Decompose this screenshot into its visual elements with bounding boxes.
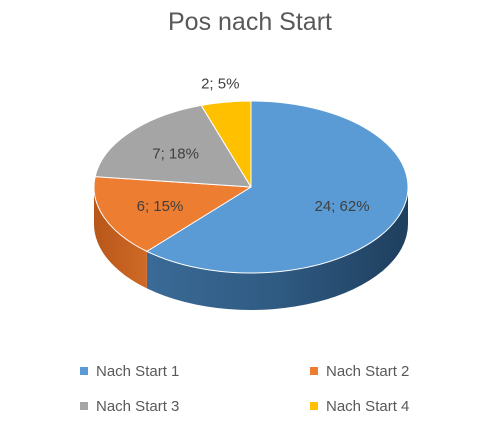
chart-title: Pos nach Start xyxy=(168,8,332,36)
legend-item-4[interactable]: Nach Start 4 xyxy=(310,396,409,416)
data-labels: 24; 62% 6; 15% 7; 18% 2; 5% xyxy=(137,75,370,214)
legend-swatch-4 xyxy=(310,402,318,410)
pie-sides xyxy=(94,187,408,310)
data-label-4: 2; 5% xyxy=(201,75,239,92)
pie-slice-4[interactable] xyxy=(200,100,252,188)
legend-label-4: Nach Start 4 xyxy=(326,397,410,415)
legend-label-3: Nach Start 3 xyxy=(96,397,180,415)
data-label-2: 6; 15% xyxy=(137,198,184,215)
legend-item-3[interactable]: Nach Start 3 xyxy=(80,396,179,416)
pie-slice-1[interactable] xyxy=(146,100,409,274)
data-label-3: 7; 18% xyxy=(152,145,199,162)
legend-swatch-2 xyxy=(310,367,318,375)
legend-swatch-3 xyxy=(80,402,88,410)
pie-side-2 xyxy=(94,187,147,289)
data-label-1: 24; 62% xyxy=(314,198,369,215)
pie-tops xyxy=(93,100,409,274)
legend-swatch-1 xyxy=(80,367,88,375)
legend-item-1[interactable]: Nach Start 1 xyxy=(80,361,179,381)
legend-label-2: Nach Start 2 xyxy=(326,362,410,380)
legend-item-2[interactable]: Nach Start 2 xyxy=(310,361,409,381)
pie-side-1 xyxy=(146,187,408,310)
legend-label-1: Nach Start 1 xyxy=(96,362,180,380)
pie-slice-2[interactable] xyxy=(93,176,252,252)
pie-slice-3[interactable] xyxy=(94,104,252,188)
